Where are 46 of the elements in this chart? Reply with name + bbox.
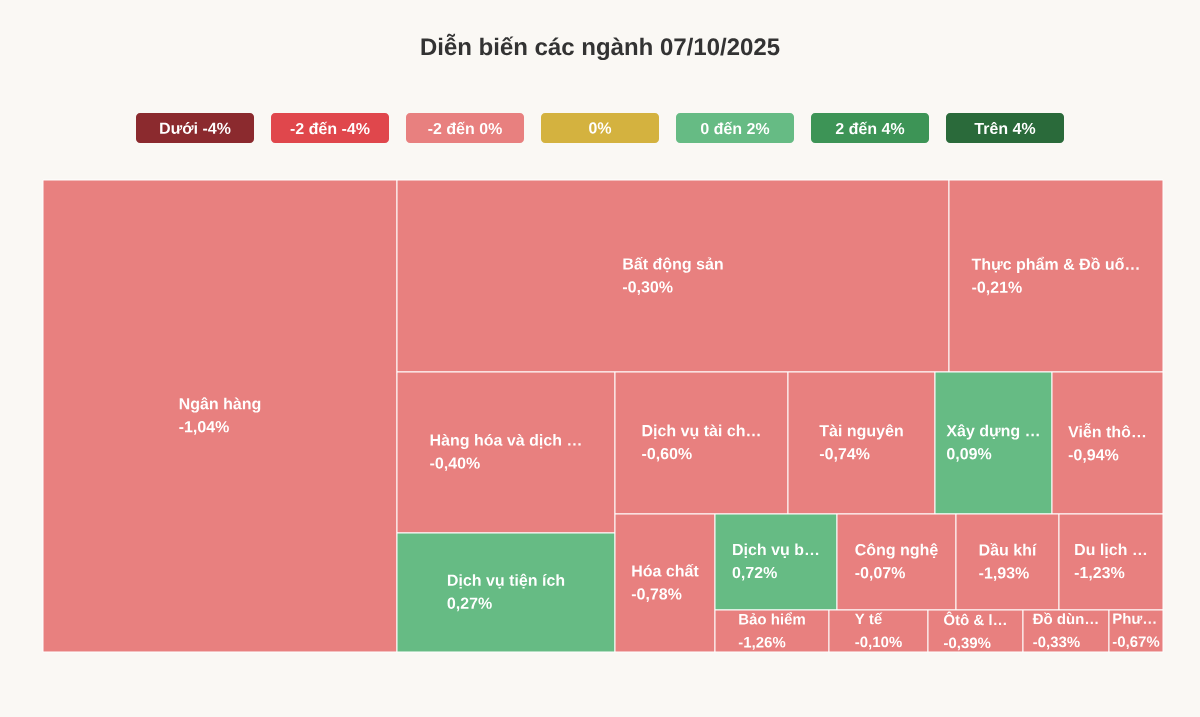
category-label: Bảo hiểm <box>739 612 805 625</box>
category-label: Y tế <box>854 612 883 625</box>
category-label: Dầu khí <box>979 543 1037 556</box>
data-label: 0,27% <box>447 597 492 612</box>
text: Dưới -4% <box>160 122 231 134</box>
category-label: Viễn thô… <box>1068 423 1146 438</box>
data-label: 0,72% <box>732 566 777 581</box>
text: -2 đến -4% <box>290 121 370 135</box>
data-label: -0,78% <box>631 588 682 602</box>
text: 0 đến 2% <box>700 121 770 135</box>
text: 2 đến 4% <box>835 121 905 135</box>
data-label: -0,60% <box>642 447 692 462</box>
data-label: -0,21% <box>972 281 1022 296</box>
category-label: Dịch vụ b… <box>733 543 819 558</box>
category-label: Công nghệ <box>855 543 938 559</box>
text: Diễn biến các ngành 07/10/2025 <box>421 33 780 61</box>
category-label: Đồ dùn… <box>1032 612 1098 625</box>
category-label: Ngân hàng <box>179 397 261 413</box>
data-label: -1,93% <box>979 567 1029 581</box>
data-label: -0,94% <box>1068 449 1119 463</box>
data-label: -0,07% <box>855 567 905 581</box>
category-label: Xây dựng … <box>946 424 1039 440</box>
data-label: -0,67% <box>1112 636 1160 650</box>
category-label: Hóa chất <box>632 564 699 577</box>
data-label: -0,39% <box>944 637 991 651</box>
data-label: -0,30% <box>622 281 673 295</box>
data-label: -1,26% <box>738 636 786 650</box>
data-label: 0,09% <box>947 448 992 462</box>
category-label: Phư… <box>1113 612 1156 624</box>
data-label: -1,23% <box>1074 566 1125 581</box>
data-label: -0,33% <box>1033 636 1080 650</box>
category-label: Hàng hóa và dịch … <box>430 433 581 450</box>
category-label: Du lịch … <box>1075 543 1147 558</box>
text: 0% <box>589 122 612 134</box>
data-label: -0,74% <box>819 448 870 462</box>
category-label: Dịch vụ tiện ích <box>447 573 565 589</box>
category-label: Bất động sản <box>623 257 723 273</box>
category-label: Thực phẩm & Đồ uố… <box>971 256 1139 274</box>
data-label: -0,40% <box>430 457 480 472</box>
category-label: Dịch vụ tài ch… <box>642 424 760 439</box>
category-label: Ôtô & l… <box>944 611 1006 626</box>
text: -2 đến 0% <box>428 121 502 135</box>
text: Trên 4% <box>974 121 1036 135</box>
data-label: -0,10% <box>855 636 902 650</box>
category-label: Tài nguyên <box>819 424 903 440</box>
data-label: -1,04% <box>179 421 229 435</box>
